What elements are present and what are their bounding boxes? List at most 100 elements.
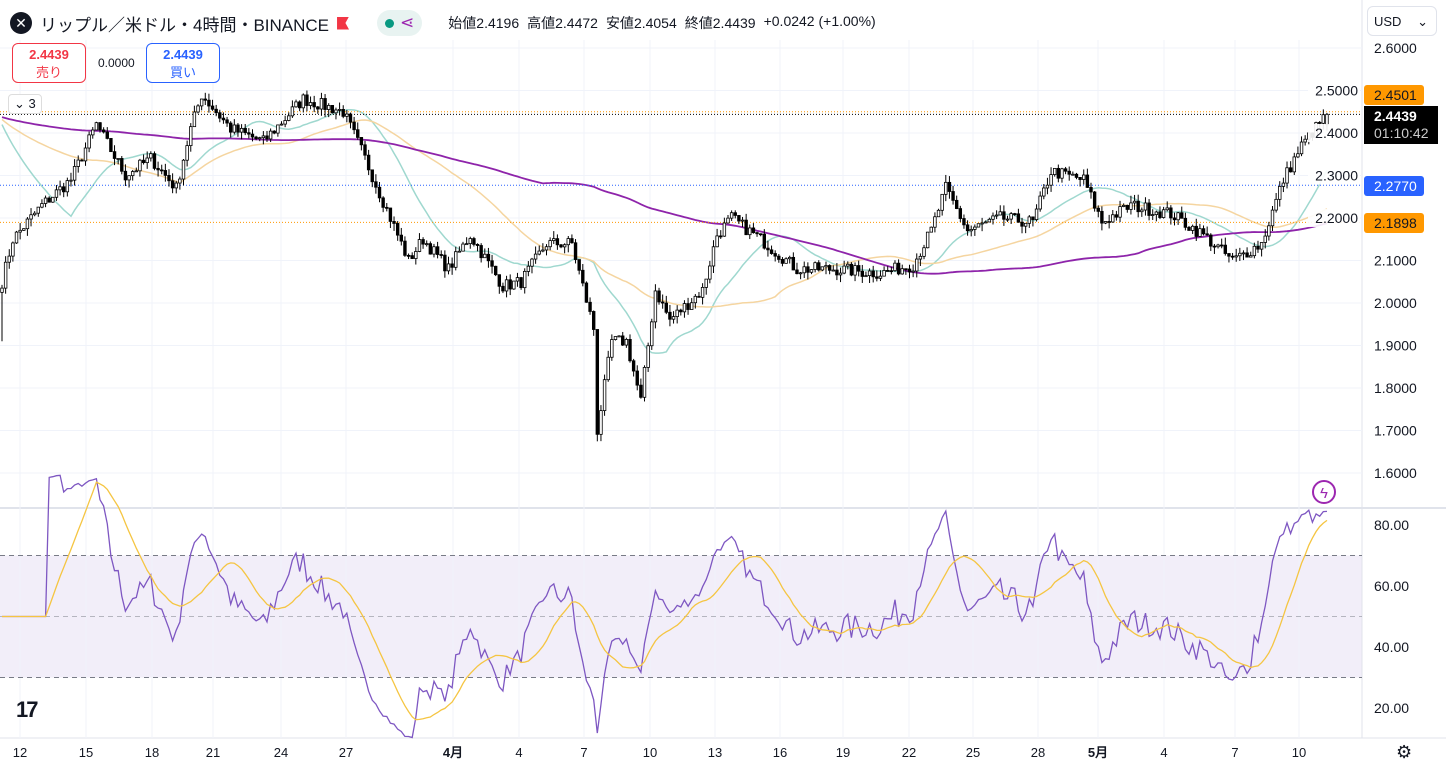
x-tick-label: 5月 [1088,745,1108,760]
candle-body [791,256,796,271]
sell-price: 2.4439 [29,47,69,62]
candle-body [544,246,549,251]
candle-body [1089,187,1093,193]
candle-body [976,223,981,228]
candle-body [54,189,59,198]
status-pill[interactable]: ⋖ [377,10,423,36]
candle-body [889,270,894,273]
candle-body [174,182,178,189]
candle-body [109,138,113,153]
candle-body [25,218,30,230]
high-label: 高値 [527,15,556,31]
candle-body [1060,168,1064,179]
candle-body [149,153,153,159]
ma-slow-line [1,116,1328,275]
candle-body [664,302,668,313]
flag-icon[interactable] [337,16,350,30]
candle-body [1034,208,1039,220]
candle-body [1074,173,1079,178]
open-label: 始値 [448,15,477,31]
price-tick-label: 2.5000 [1315,83,1358,99]
candle-body [72,166,77,181]
indicators-toggle[interactable]: ⌄ 3 [8,94,42,114]
candle-body [715,235,719,248]
candle-body [806,266,810,273]
candle-body [392,221,396,224]
candle-body [326,105,331,110]
x-tick-label: 22 [902,745,916,760]
candle-body [1151,214,1155,216]
candle-body [22,228,26,231]
candle-body [802,266,806,274]
candle-body [907,268,912,273]
currency-select[interactable]: USD ⌄ [1367,6,1437,36]
candle-body [1187,226,1191,231]
candle-body [686,303,690,310]
close-label: 終値 [684,15,713,31]
change-value: +0.0242 (+1.00%) [763,13,876,29]
rsi-ma-line [2,481,1328,721]
rsi-tick-label: 20.00 [1374,700,1409,716]
candle-body [359,137,364,146]
candle-body [312,102,316,108]
candle-body [508,279,512,290]
candle-body [653,290,658,323]
bar-countdown: 01:10:42 [1374,125,1429,141]
candle-body [69,179,73,182]
candle-body [846,263,850,267]
candle-body [1288,167,1293,173]
candle-body [1234,255,1238,258]
candle-body [602,379,607,411]
candle-body [323,98,327,110]
candle-body [595,329,600,435]
candle-body [958,208,963,219]
candle-body [127,175,131,181]
candle-body [134,170,139,173]
candle-body [962,218,966,226]
candle-body [733,212,737,216]
candle-body [196,105,200,113]
candle-body [1016,213,1021,223]
candle-body [58,186,62,191]
candle-body [1317,122,1322,124]
candle-body [1114,214,1119,218]
candle-body [301,94,305,109]
candle-body [464,243,469,246]
candle-body [11,242,15,257]
candle-body [450,263,454,268]
candle-body [777,255,781,260]
candle-body [1027,216,1031,224]
candle-body [1121,204,1126,207]
x-tick-label: 21 [206,745,220,760]
candle-body [530,258,534,267]
candle-body [566,238,570,246]
candle-body [813,262,817,270]
candle-body [1082,174,1086,180]
price-tick-label: 1.6000 [1374,465,1417,481]
tradingview-logo[interactable]: 17 [16,697,39,722]
candle-body [1216,244,1220,248]
lightning-icon[interactable]: ϟ [1312,480,1336,504]
candle-body [1103,221,1108,224]
symbol-title[interactable]: リップル／米ドル・4時間・BINANCE [40,15,330,35]
candle-body [515,277,520,282]
candle-body [751,227,756,234]
x-tick-label: 16 [773,745,787,760]
candle-body [737,215,741,222]
candle-body [1013,213,1017,215]
candle-body [287,115,291,121]
share-icon: ⋖ [400,13,415,32]
candle-body [1245,252,1249,258]
candle-body [457,250,462,253]
candle-body [864,275,868,278]
settings-gear-icon[interactable]: ⚙ [1396,742,1413,762]
candle-body [1209,234,1213,247]
sell-button[interactable]: 2.4439 売り [12,43,86,83]
plot-background [0,0,1362,766]
candle-body [1129,202,1133,210]
candle-body [548,240,552,248]
candle-body [120,158,124,172]
candle-body [1023,222,1028,227]
buy-button[interactable]: 2.4439 買い [146,43,220,83]
